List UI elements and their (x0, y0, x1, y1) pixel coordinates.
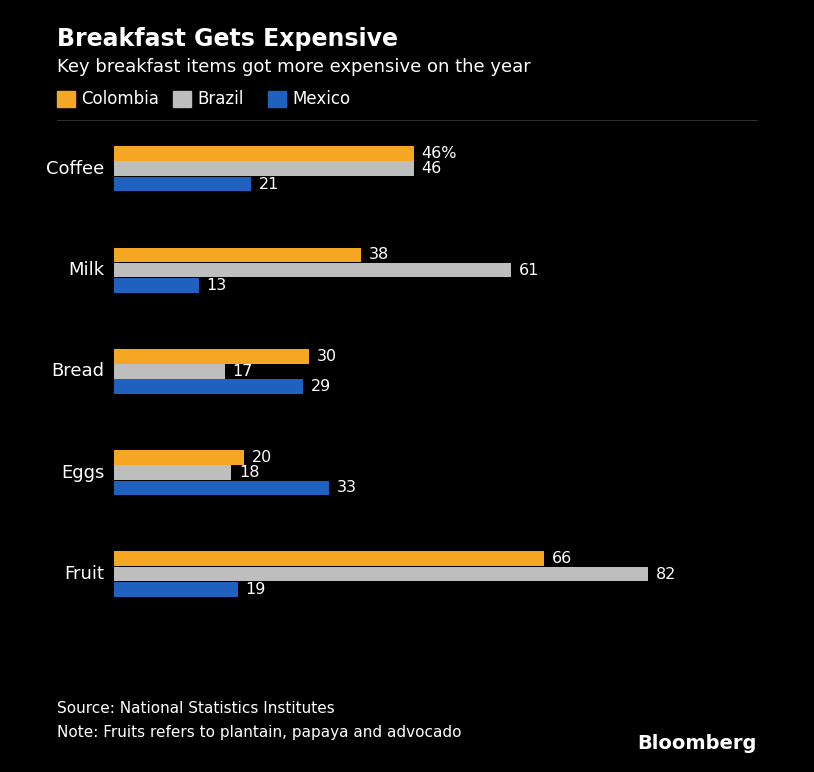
Text: Bloomberg: Bloomberg (637, 733, 757, 753)
Text: Source: National Statistics Institutes: Source: National Statistics Institutes (57, 702, 335, 716)
Text: 20: 20 (252, 450, 272, 465)
Bar (114, 567, 648, 581)
Text: 18: 18 (239, 466, 260, 480)
Text: Fruit: Fruit (64, 565, 104, 583)
Text: 61: 61 (519, 262, 540, 278)
Bar (114, 146, 414, 161)
Bar (114, 262, 511, 277)
Bar (114, 582, 238, 597)
Text: 46: 46 (422, 161, 441, 176)
Text: Eggs: Eggs (61, 464, 104, 482)
Text: Note: Fruits refers to plantain, papaya and advocado: Note: Fruits refers to plantain, papaya … (57, 725, 462, 740)
Bar (114, 278, 199, 293)
Text: 17: 17 (233, 364, 253, 379)
Text: 13: 13 (207, 278, 226, 293)
Text: Coffee: Coffee (46, 160, 104, 178)
Bar (114, 248, 361, 262)
Bar (114, 177, 251, 191)
Text: 21: 21 (259, 177, 279, 191)
Bar (114, 450, 244, 465)
Bar (114, 551, 544, 566)
Text: Colombia: Colombia (81, 90, 160, 108)
Text: Milk: Milk (68, 261, 104, 279)
Text: Key breakfast items got more expensive on the year: Key breakfast items got more expensive o… (57, 58, 531, 76)
Bar (114, 364, 225, 379)
Text: 38: 38 (370, 248, 389, 262)
Text: 33: 33 (337, 480, 357, 496)
Text: 30: 30 (317, 349, 337, 364)
Bar (114, 161, 414, 176)
Text: 66: 66 (552, 551, 571, 567)
Bar (114, 349, 309, 364)
Bar (114, 379, 303, 394)
Bar (114, 466, 231, 480)
Text: Brazil: Brazil (198, 90, 244, 108)
Text: Mexico: Mexico (292, 90, 350, 108)
Text: Bread: Bread (51, 362, 104, 381)
Text: 29: 29 (311, 379, 330, 394)
Text: 82: 82 (656, 567, 676, 581)
Text: 46%: 46% (422, 146, 457, 161)
Text: Breakfast Gets Expensive: Breakfast Gets Expensive (57, 27, 398, 51)
Text: 19: 19 (246, 582, 266, 597)
Bar (114, 480, 329, 496)
